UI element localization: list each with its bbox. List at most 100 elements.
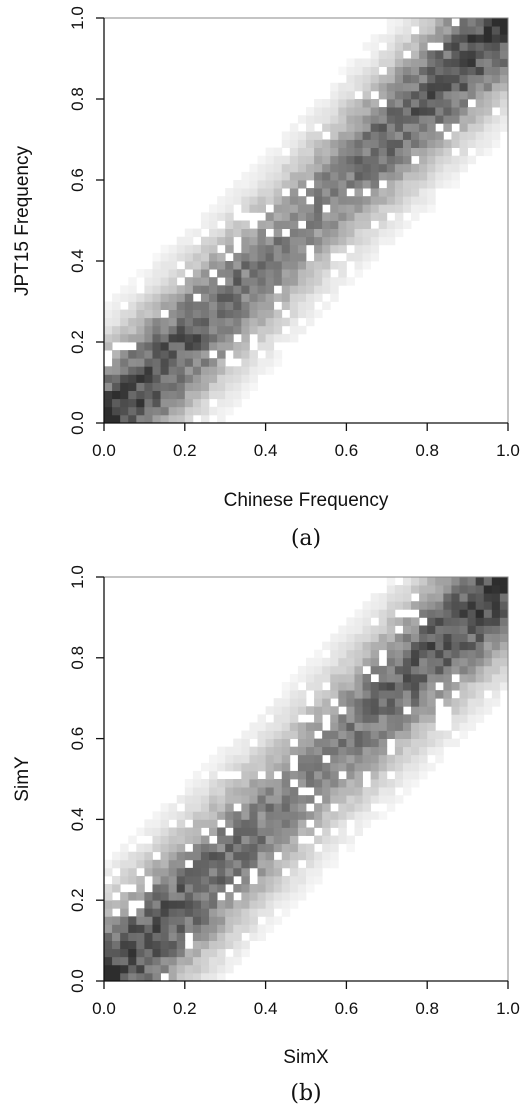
heatmap-cell <box>249 916 258 925</box>
heatmap-cell <box>289 188 299 197</box>
heatmap-cell <box>209 787 218 796</box>
heatmap-cell <box>225 900 234 909</box>
heatmap-cell <box>427 188 436 197</box>
heatmap-cell <box>354 188 363 197</box>
heatmap-cell <box>411 18 420 27</box>
heatmap-cell <box>370 115 380 124</box>
heatmap-cell <box>370 180 380 189</box>
heatmap-cell <box>217 884 226 893</box>
heatmap-cell <box>209 244 218 254</box>
heatmap-cell <box>314 236 323 246</box>
heatmap-cell <box>289 269 299 278</box>
heatmap-cell <box>225 277 234 286</box>
heatmap-cell <box>273 787 283 796</box>
heatmap-cell <box>427 698 436 707</box>
heatmap-cell <box>209 948 218 958</box>
heatmap-cell <box>128 358 137 367</box>
heatmap-cell <box>257 293 266 302</box>
heatmap-cell <box>435 34 444 43</box>
heatmap-cell <box>394 722 404 731</box>
heatmap-cell <box>330 236 339 246</box>
heatmap-cell <box>152 261 161 270</box>
heatmap-cell <box>362 42 372 51</box>
heatmap-cell <box>459 123 468 132</box>
heatmap-cell <box>273 317 283 327</box>
heatmap-cell <box>402 66 412 76</box>
heatmap-cell <box>394 115 404 124</box>
heatmap-cell <box>459 34 468 43</box>
heatmap-cell <box>176 892 186 901</box>
heatmap-cell <box>314 285 323 294</box>
heatmap-cell <box>443 139 452 148</box>
heatmap-cell <box>289 171 299 181</box>
heatmap-cell <box>346 220 355 229</box>
heatmap-cell <box>394 90 404 100</box>
heatmap-cell <box>297 665 307 675</box>
heatmap-cell <box>120 916 129 925</box>
heatmap-cell <box>378 171 388 181</box>
heatmap-cell <box>354 74 363 84</box>
heatmap-cell <box>394 188 404 197</box>
heatmap-cell <box>265 350 275 359</box>
heatmap-cell <box>144 358 153 367</box>
heatmap-cell <box>314 867 323 877</box>
heatmap-cell <box>112 333 121 343</box>
heatmap-cell <box>411 625 420 634</box>
heatmap-cell <box>265 859 275 869</box>
heatmap-cell <box>112 398 121 408</box>
heatmap-cell <box>144 406 153 416</box>
heatmap-cell <box>402 577 412 586</box>
heatmap-cell <box>289 835 299 845</box>
heatmap-cell <box>168 859 178 869</box>
heatmap-cell <box>378 236 388 246</box>
heatmap-cell <box>217 414 226 424</box>
heatmap-cell <box>394 665 404 675</box>
heatmap-cell <box>241 220 250 229</box>
heatmap-cell <box>443 34 452 43</box>
heatmap-cell <box>209 261 218 270</box>
heatmap-cell <box>419 665 428 675</box>
heatmap-cell <box>346 698 355 707</box>
heatmap-cell <box>233 835 242 845</box>
heatmap-cell <box>402 714 412 723</box>
heatmap-cell <box>273 228 283 238</box>
heatmap-cell <box>330 139 339 148</box>
heatmap-cell <box>354 139 363 148</box>
heatmap-cell <box>281 787 291 796</box>
heatmap-cell <box>281 277 291 286</box>
heatmap-cell <box>467 698 477 707</box>
heatmap-cell <box>249 795 258 804</box>
heatmap-cell <box>200 301 210 310</box>
heatmap-cell <box>386 657 396 667</box>
heatmap-cell <box>451 139 460 148</box>
heatmap-cell <box>306 682 315 691</box>
heatmap-cell <box>419 18 428 27</box>
heatmap-cell <box>297 698 307 707</box>
heatmap-cell <box>136 309 145 319</box>
heatmap-cell <box>411 714 420 723</box>
heatmap-cell <box>346 738 355 748</box>
heatmap-cell <box>411 617 420 626</box>
heatmap-cell <box>427 50 436 59</box>
heatmap-cell <box>152 374 161 383</box>
heatmap-cell <box>346 779 355 788</box>
heatmap-cell <box>475 682 485 691</box>
heatmap-cell <box>257 301 266 310</box>
heatmap-cell <box>184 900 194 909</box>
heatmap-cell <box>281 819 291 828</box>
heatmap-cell <box>249 196 258 205</box>
heatmap-cell <box>419 625 428 634</box>
heatmap-cell <box>411 730 420 739</box>
heatmap-cell <box>427 107 436 116</box>
heatmap-cell <box>233 811 242 820</box>
heatmap-cell <box>338 171 347 181</box>
heatmap-cell <box>451 706 460 715</box>
heatmap-cell <box>338 722 347 731</box>
heatmap-cell <box>209 333 218 343</box>
heatmap-cell <box>112 884 121 893</box>
heatmap-cell <box>217 851 226 861</box>
heatmap-cell <box>273 875 283 885</box>
heatmap-cell <box>491 641 501 651</box>
heatmap-cell <box>184 317 194 327</box>
heatmap-cell <box>467 601 477 610</box>
